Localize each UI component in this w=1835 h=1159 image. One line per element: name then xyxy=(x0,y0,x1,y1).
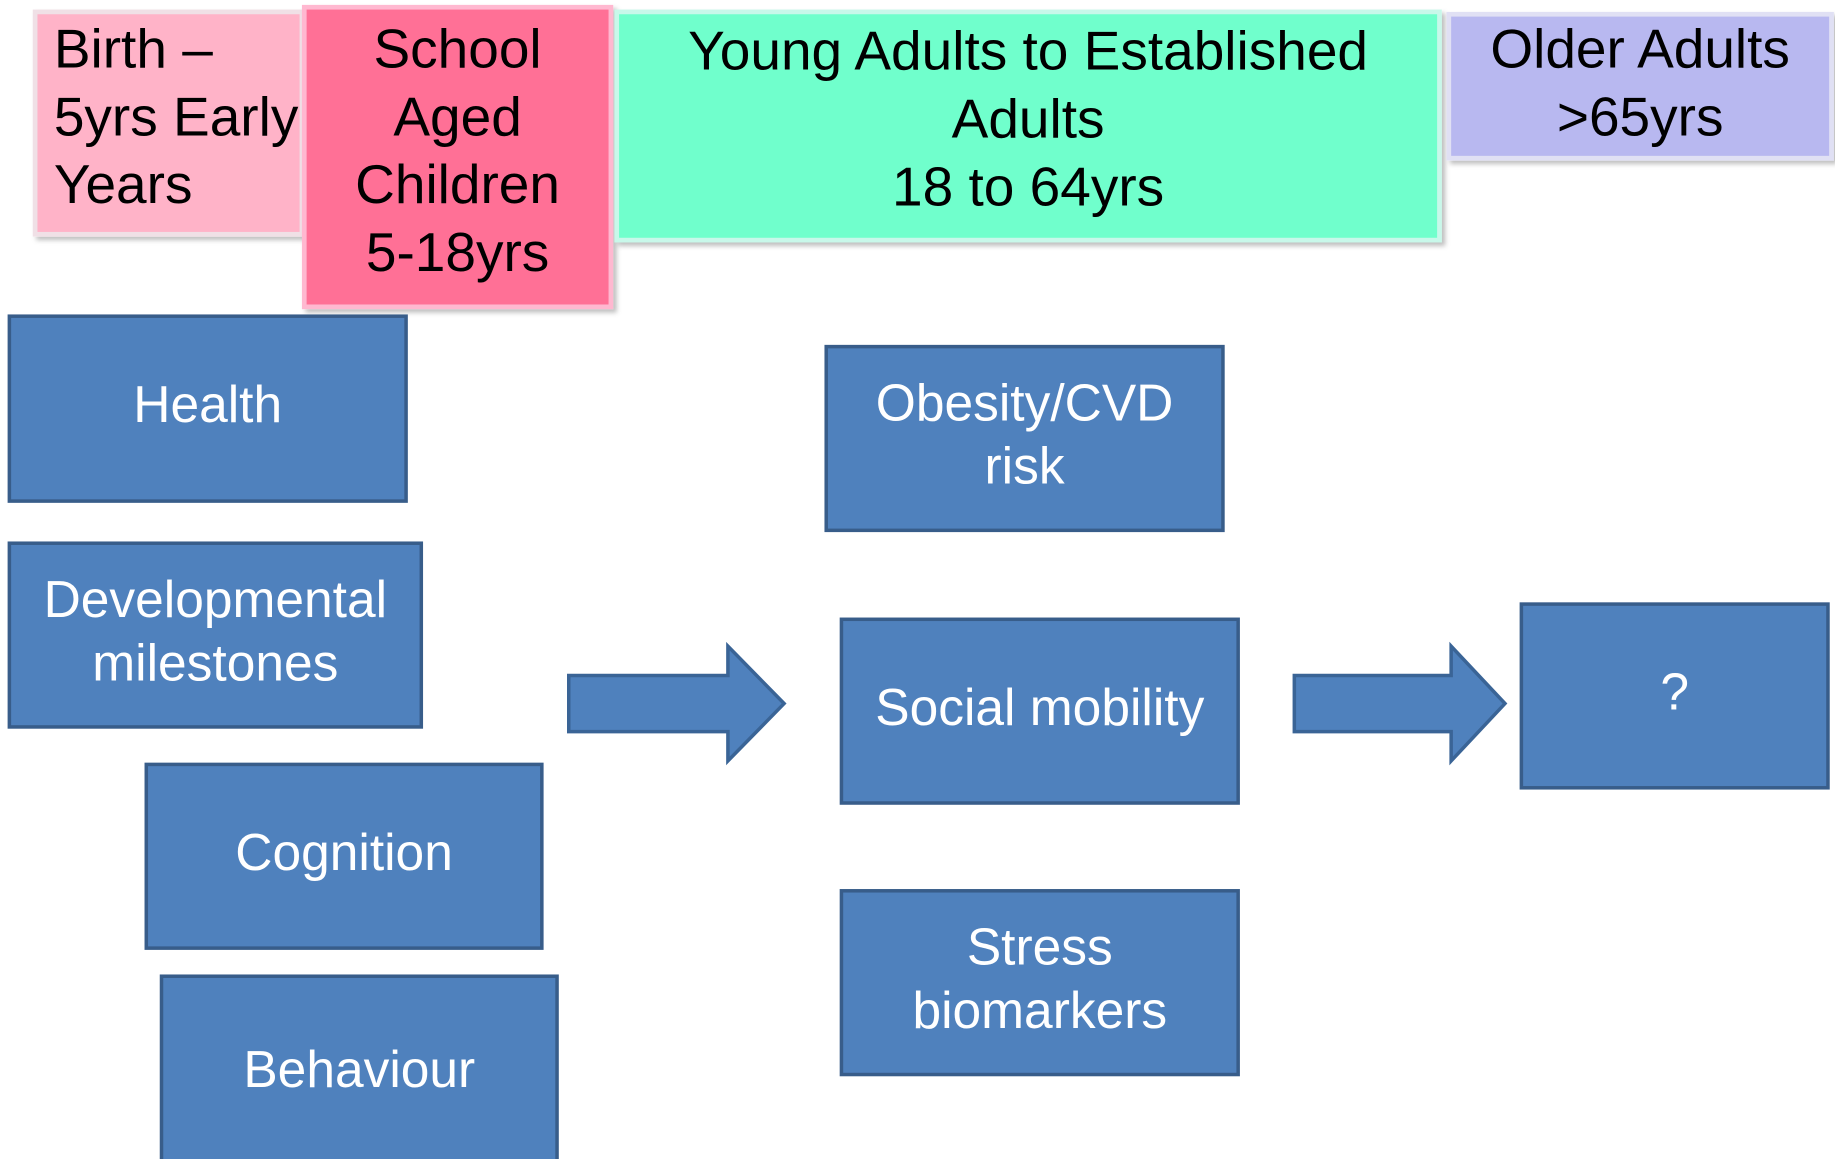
box xyxy=(144,762,544,950)
stage-box xyxy=(1446,11,1834,161)
stage-label: Aged xyxy=(393,85,521,147)
box xyxy=(839,617,1240,805)
stage-label: School xyxy=(373,17,541,79)
box-label: Health xyxy=(133,375,282,433)
stage-label: Older Adults xyxy=(1490,17,1790,79)
arrow xyxy=(567,641,787,766)
arrow xyxy=(1292,641,1508,766)
box-label: biomarkers xyxy=(912,981,1167,1039)
stage-label: Adults xyxy=(952,88,1105,150)
stage-label: 5yrs Early xyxy=(54,85,299,147)
stage-label: Young Adults to Established xyxy=(688,20,1368,82)
box xyxy=(159,974,559,1159)
box-label: Stress xyxy=(967,918,1113,976)
stage-box xyxy=(32,9,305,237)
box-label: Cognition xyxy=(235,823,453,881)
box xyxy=(7,314,408,503)
box-label: Social mobility xyxy=(875,678,1204,736)
box xyxy=(1519,602,1830,790)
stage-box xyxy=(614,9,1442,243)
box-label: Behaviour xyxy=(243,1040,475,1098)
box xyxy=(839,889,1240,1077)
box xyxy=(824,344,1225,533)
stage-label: Children xyxy=(355,153,560,215)
stage-label: >65yrs xyxy=(1557,85,1724,147)
stage-label: Birth – xyxy=(54,17,213,79)
box-label: Obesity/CVD xyxy=(876,373,1174,431)
stage-label: 5-18yrs xyxy=(366,221,549,283)
box-label: ? xyxy=(1660,663,1689,721)
box-label: Developmental xyxy=(44,570,387,628)
box-label: milestones xyxy=(92,633,338,691)
stage-label: Years xyxy=(54,153,193,215)
stage-box xyxy=(301,4,614,310)
box-label: risk xyxy=(985,437,1065,495)
box xyxy=(7,541,424,729)
stage-label: 18 to 64yrs xyxy=(892,155,1164,217)
